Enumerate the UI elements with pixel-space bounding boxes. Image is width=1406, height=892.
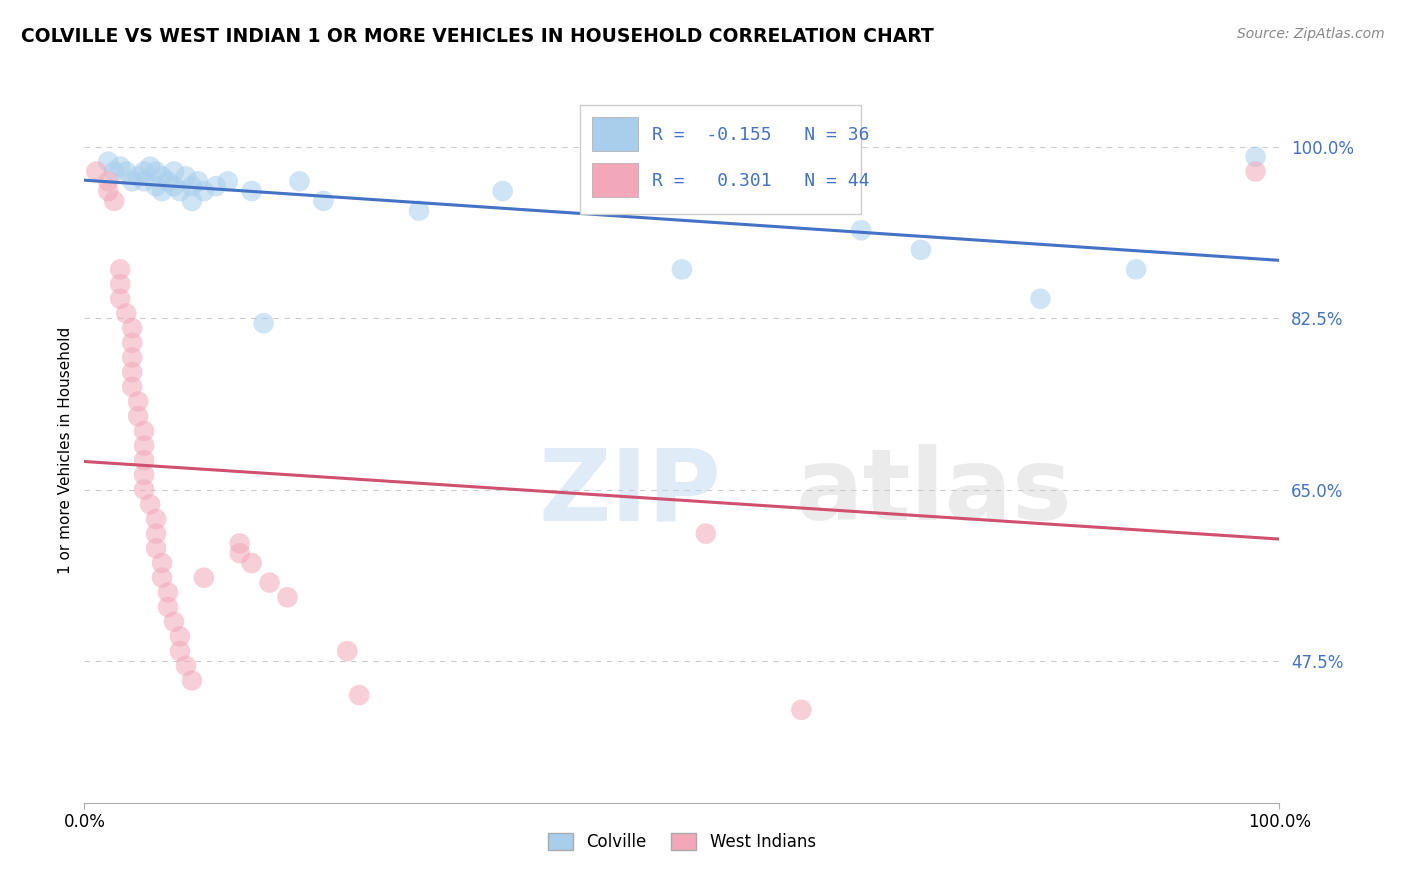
Text: R =   0.301   N = 44: R = 0.301 N = 44 <box>652 171 869 190</box>
Point <box>150 571 173 585</box>
Point <box>132 467 156 482</box>
Point <box>132 424 156 438</box>
Point <box>1125 262 1147 277</box>
Point <box>240 556 263 570</box>
Point <box>163 164 186 178</box>
Point <box>163 615 186 629</box>
Point <box>1244 150 1267 164</box>
Point <box>139 497 162 511</box>
Point <box>229 536 252 550</box>
Point <box>181 179 204 194</box>
Point <box>103 164 125 178</box>
Point <box>115 164 138 178</box>
Point <box>121 365 143 379</box>
Point <box>103 194 125 208</box>
Point <box>312 194 335 208</box>
Point <box>163 179 186 194</box>
Point <box>110 262 132 277</box>
Point <box>97 174 120 188</box>
Point <box>132 453 156 467</box>
Point <box>145 541 167 556</box>
Point <box>671 262 693 277</box>
Point <box>229 546 252 560</box>
Point <box>157 174 180 188</box>
Point <box>145 179 167 194</box>
Point <box>174 658 197 673</box>
Bar <box>581 105 862 214</box>
Point <box>187 174 209 188</box>
Point <box>121 174 143 188</box>
Point <box>127 394 149 409</box>
Point <box>97 154 120 169</box>
Text: atlas: atlas <box>796 444 1071 541</box>
Point <box>86 164 108 178</box>
Point <box>174 169 197 184</box>
Text: ZIP: ZIP <box>538 444 721 541</box>
Text: COLVILLE VS WEST INDIAN 1 OR MORE VEHICLES IN HOUSEHOLD CORRELATION CHART: COLVILLE VS WEST INDIAN 1 OR MORE VEHICL… <box>21 27 934 45</box>
Point <box>1244 164 1267 178</box>
Point <box>110 277 132 291</box>
Point <box>193 571 215 585</box>
Point <box>110 160 132 174</box>
Point <box>349 688 371 702</box>
Point <box>121 380 143 394</box>
Point <box>181 194 204 208</box>
Point <box>127 169 149 184</box>
Text: R =  -0.155   N = 36: R = -0.155 N = 36 <box>652 126 869 144</box>
Point <box>240 184 263 198</box>
Point <box>1029 292 1052 306</box>
Point <box>145 512 167 526</box>
Point <box>139 160 162 174</box>
Point <box>193 184 215 198</box>
Legend: Colville, West Indians: Colville, West Indians <box>541 826 823 858</box>
Point <box>132 439 156 453</box>
Point <box>336 644 359 658</box>
Point <box>910 243 932 257</box>
Point <box>695 526 717 541</box>
Point <box>127 409 149 424</box>
Bar <box>592 117 638 151</box>
Point <box>217 174 239 188</box>
Point <box>121 351 143 365</box>
Point <box>492 184 515 198</box>
Bar <box>592 163 638 197</box>
Point <box>157 585 180 599</box>
Point <box>97 184 120 198</box>
Point <box>169 629 191 643</box>
Point <box>150 184 173 198</box>
Point <box>790 703 813 717</box>
Point <box>277 591 299 605</box>
Point <box>121 321 143 335</box>
Point <box>259 575 281 590</box>
Point <box>145 526 167 541</box>
Point <box>150 556 173 570</box>
Point <box>150 169 173 184</box>
Point <box>132 174 156 188</box>
Point <box>157 600 180 615</box>
Point <box>132 483 156 497</box>
Point <box>181 673 204 688</box>
Point <box>169 644 191 658</box>
Y-axis label: 1 or more Vehicles in Household: 1 or more Vehicles in Household <box>58 326 73 574</box>
Point <box>145 164 167 178</box>
Point <box>121 335 143 350</box>
Point <box>408 203 430 218</box>
Point <box>115 306 138 320</box>
Point <box>110 292 132 306</box>
Point <box>851 223 873 237</box>
Text: Source: ZipAtlas.com: Source: ZipAtlas.com <box>1237 27 1385 41</box>
Point <box>205 179 228 194</box>
Point <box>253 316 276 330</box>
Point <box>132 164 156 178</box>
Point <box>169 184 191 198</box>
Point <box>288 174 311 188</box>
